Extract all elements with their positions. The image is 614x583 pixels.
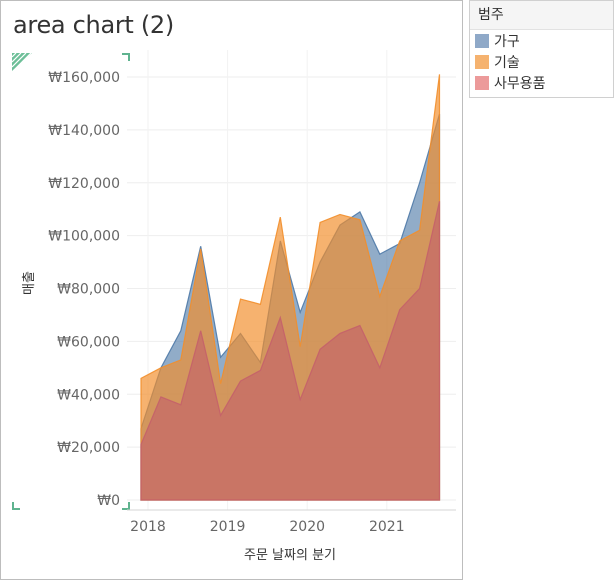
legend-swatch [475,33,489,48]
area-series-office-supplies[interactable] [140,201,441,501]
legend-swatch [475,75,489,90]
legend-item-furniture[interactable]: 가구 [470,30,613,51]
y-tick-label: ₩60,000 [57,334,120,350]
area-chart[interactable]: ₩0 ₩20,000 ₩40,000 ₩60,000 ₩80,000 ₩100,000 ₩1… [0,0,463,583]
selection-corner-bottom-right [122,502,130,510]
x-axis-ticks: 2018 2019 2020 2021 [130,519,404,535]
y-tick-label: ₩0 [97,493,120,509]
y-tick-label: ₩20,000 [57,440,120,456]
y-axis-ticks: ₩0 ₩20,000 ₩40,000 ₩60,000 ₩80,000 ₩100,000 ₩1… [48,70,120,509]
y-tick-label: ₩40,000 [57,387,120,403]
selection-corner-top-right [122,53,130,61]
legend-panel: 범주 가구 기술 사무용품 [469,0,614,98]
x-tick-label: 2021 [369,519,405,535]
drag-handle-icon[interactable] [12,53,34,71]
y-tick-label: ₩160,000 [48,70,120,86]
legend-item-office-supplies[interactable]: 사무용품 [470,72,613,93]
x-tick-label: 2018 [130,519,166,535]
y-tick-label: ₩140,000 [48,123,120,139]
y-tick-label: ₩100,000 [48,229,120,245]
legend-label: 기술 [494,54,520,71]
y-axis-title: 매출 [22,271,37,295]
legend-label: 가구 [494,33,520,50]
legend-title: 범주 [470,1,613,30]
legend-item-technology[interactable]: 기술 [470,51,613,72]
x-axis-title: 주문 날짜의 분기 [244,548,336,563]
y-tick-label: ₩120,000 [48,176,120,192]
chart-title: area chart (2) [13,11,174,39]
legend-swatch [475,54,489,69]
legend-label: 사무용품 [494,75,546,92]
x-tick-label: 2019 [210,519,246,535]
y-tick-label: ₩80,000 [57,282,120,298]
x-tick-label: 2020 [289,519,325,535]
selection-corner-bottom-left [12,502,20,510]
series-areas [140,74,441,501]
